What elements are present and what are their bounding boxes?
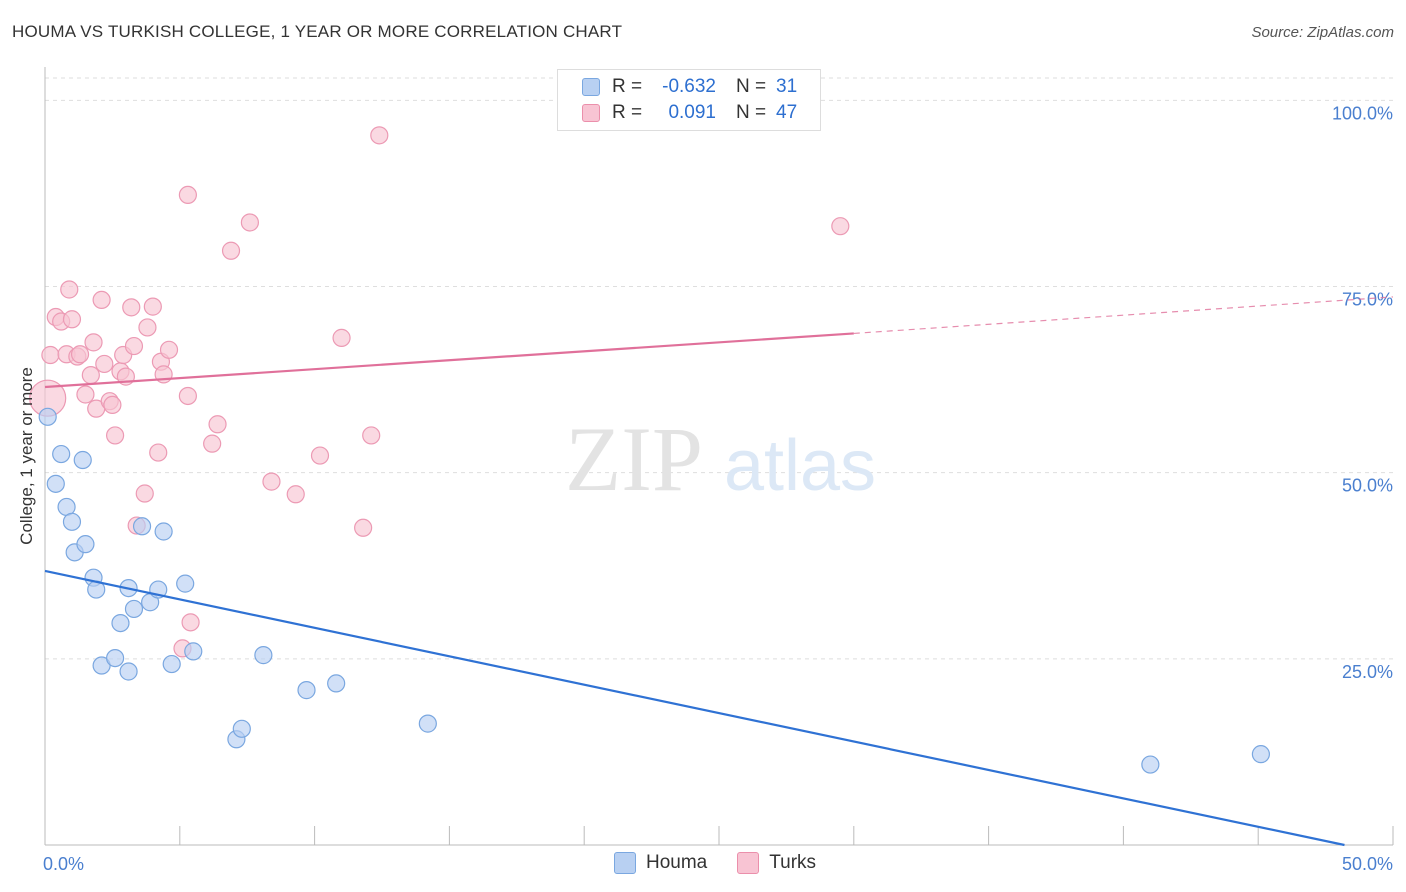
turks-point [831,217,850,236]
gridlines [45,77,1393,660]
turks-legend-swatch [737,852,760,874]
r-label: R = [612,76,643,97]
turks-point [221,241,241,260]
turks-point [181,613,200,632]
turks-legend-label: Turks [769,852,817,873]
houma-point [132,517,152,536]
chart-title: HOUMA VS TURKISH COLLEGE, 1 YEAR OR MORE… [12,22,623,41]
watermark-zip: ZIP [565,408,703,510]
turks-point [76,385,95,404]
y-axis-label: College, 1 year or more [17,367,36,545]
turks-point [159,340,179,359]
houma-point [176,574,195,593]
n-label: N = [736,102,767,123]
series-houma-points [38,407,1270,774]
legend-item-turks[interactable]: Turks [737,852,816,874]
r-value: 0.091 [668,102,716,123]
turks-point [70,345,90,364]
turks-point [143,297,162,316]
x-tick-label-max: 50.0% [1342,854,1393,874]
houma-point [297,681,316,700]
r-value: -0.632 [662,76,716,97]
turks-trend-extension [853,296,1394,335]
turks-point [178,185,197,205]
watermark-atlas: atlas [724,426,876,506]
turks-point [370,126,389,145]
turks-point [95,354,114,374]
series-turks-points [29,126,850,658]
watermark: ZIP atlas [565,408,876,510]
turks-point [286,485,305,504]
series-legend: Houma Turks [614,852,846,874]
houma-point [119,662,138,681]
turks-point [92,290,111,310]
n-value: 47 [776,102,798,123]
houma-trend-line [44,569,1345,847]
turks-point [122,298,141,317]
turks-point [41,345,60,365]
houma-point [232,719,251,738]
houma-point [111,613,130,633]
turks-point [135,484,154,503]
y-tick-label: 75.0% [1342,290,1393,310]
legend-row-turks: R = 0.091 N = 47 [582,101,797,125]
turks-point [124,336,144,356]
turks-point [203,434,222,453]
legend-row-houma: R = -0.632 N = 31 [582,75,797,99]
houma-point [62,512,82,531]
axes [44,67,1394,846]
turks-point [354,518,373,537]
n-value: 31 [776,76,798,97]
houma-point [162,654,181,674]
turks-point [138,318,157,337]
houma-point [154,522,173,541]
houma-point [124,599,144,619]
houma-point [73,450,92,470]
turks-point [310,446,330,465]
r-label: R = [612,102,643,123]
turks-point [262,472,281,491]
houma-legend-swatch [614,852,636,874]
y-tick-label: 50.0% [1342,476,1393,496]
houma-point [184,642,203,661]
legend-item-houma[interactable]: Houma [614,852,707,874]
turks-point [81,366,100,385]
stats-legend: R = -0.632 N = 31 R = 0.091 N = 47 [557,69,821,131]
houma-point [1141,755,1160,774]
turks-point [62,310,82,329]
houma-swatch [582,78,600,96]
y-tick-label: 100.0% [1332,103,1393,123]
turks-swatch [582,104,600,122]
houma-point [76,535,95,554]
source-label: Source: ZipAtlas.com [1251,24,1394,41]
x-tick-label-min: 0.0% [43,854,84,874]
houma-point [46,474,65,493]
houma-point [38,407,57,426]
n-label: N = [736,76,767,97]
turks-point [84,333,103,352]
turks-point [60,280,79,299]
trend-lines [44,296,1394,847]
houma-point [105,648,125,668]
y-tick-label: 25.0% [1342,662,1393,682]
turks-point [240,213,259,232]
tick-labels: 25.0% 50.0% 75.0% 100.0% 0.0% 50.0% [43,103,1393,874]
turks-point [105,426,125,445]
turks-point [208,415,227,434]
turks-point [103,395,122,415]
houma-point [52,444,71,464]
houma-point [254,646,273,665]
turks-point [178,386,197,406]
turks-trend-line [44,332,854,389]
turks-point [362,426,381,445]
turks-point [149,443,168,462]
turks-point [332,328,351,347]
houma-legend-label: Houma [646,852,708,873]
houma-point [1251,745,1270,764]
houma-point [418,714,437,733]
houma-point [327,674,346,693]
